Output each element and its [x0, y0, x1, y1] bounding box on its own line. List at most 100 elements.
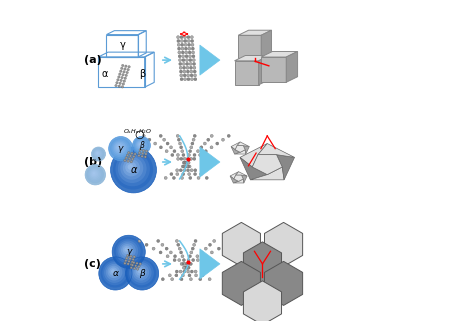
- Circle shape: [193, 66, 196, 69]
- Circle shape: [119, 242, 136, 259]
- Circle shape: [161, 278, 164, 281]
- Text: β: β: [139, 141, 144, 150]
- Circle shape: [120, 79, 122, 82]
- Circle shape: [188, 255, 191, 258]
- Circle shape: [191, 270, 193, 273]
- Circle shape: [178, 51, 181, 54]
- Circle shape: [181, 47, 184, 50]
- Circle shape: [176, 173, 179, 176]
- Circle shape: [190, 157, 192, 160]
- Circle shape: [187, 161, 190, 164]
- Circle shape: [181, 43, 184, 46]
- Circle shape: [121, 244, 133, 257]
- Circle shape: [170, 146, 173, 149]
- Circle shape: [182, 55, 185, 58]
- Circle shape: [121, 64, 124, 67]
- Polygon shape: [250, 167, 284, 180]
- Circle shape: [94, 150, 101, 157]
- Circle shape: [175, 274, 178, 277]
- Circle shape: [132, 258, 135, 260]
- Circle shape: [91, 170, 98, 178]
- Circle shape: [169, 251, 173, 254]
- Circle shape: [178, 47, 181, 50]
- Circle shape: [96, 152, 100, 155]
- Circle shape: [102, 260, 127, 285]
- Circle shape: [177, 243, 180, 246]
- Circle shape: [176, 36, 180, 39]
- Circle shape: [183, 266, 186, 269]
- Circle shape: [182, 274, 184, 277]
- Circle shape: [180, 146, 182, 149]
- Text: $O_\mathregular{x}H_\mathregular{x}$: $O_\mathregular{x}H_\mathregular{x}$: [123, 127, 140, 136]
- Text: β: β: [139, 69, 145, 78]
- Circle shape: [183, 36, 186, 39]
- Circle shape: [116, 239, 140, 264]
- Polygon shape: [241, 175, 247, 183]
- Circle shape: [183, 78, 187, 81]
- Circle shape: [201, 274, 204, 277]
- Circle shape: [138, 155, 140, 157]
- Polygon shape: [240, 157, 267, 180]
- Circle shape: [125, 248, 128, 252]
- Text: α: α: [112, 269, 118, 278]
- Circle shape: [176, 134, 179, 137]
- Circle shape: [106, 264, 122, 281]
- Text: γ: γ: [126, 247, 131, 256]
- Circle shape: [182, 59, 185, 62]
- Circle shape: [109, 267, 118, 276]
- Circle shape: [188, 173, 191, 176]
- Circle shape: [192, 243, 196, 246]
- Circle shape: [191, 40, 194, 42]
- Circle shape: [210, 146, 213, 149]
- Circle shape: [115, 143, 124, 152]
- Circle shape: [173, 176, 175, 179]
- Circle shape: [188, 274, 191, 277]
- Circle shape: [221, 138, 225, 141]
- Circle shape: [187, 270, 190, 273]
- Circle shape: [189, 262, 192, 265]
- Circle shape: [168, 274, 171, 277]
- Circle shape: [192, 55, 195, 58]
- Circle shape: [188, 51, 191, 54]
- Circle shape: [115, 84, 117, 87]
- Circle shape: [136, 267, 145, 276]
- Circle shape: [203, 142, 206, 145]
- Circle shape: [189, 150, 191, 153]
- Circle shape: [186, 169, 190, 172]
- Circle shape: [170, 173, 173, 176]
- Circle shape: [180, 251, 182, 254]
- Polygon shape: [235, 150, 246, 154]
- Circle shape: [111, 269, 115, 273]
- Circle shape: [181, 150, 184, 153]
- Polygon shape: [235, 55, 269, 61]
- Circle shape: [185, 55, 188, 58]
- Circle shape: [133, 261, 135, 264]
- Circle shape: [194, 239, 197, 242]
- Circle shape: [185, 161, 188, 164]
- Polygon shape: [264, 261, 302, 306]
- Polygon shape: [222, 261, 260, 306]
- Circle shape: [93, 148, 103, 159]
- Circle shape: [189, 63, 192, 65]
- Circle shape: [182, 63, 185, 65]
- Circle shape: [190, 146, 193, 149]
- Polygon shape: [236, 172, 247, 176]
- Circle shape: [124, 262, 126, 264]
- Circle shape: [99, 257, 132, 290]
- Circle shape: [192, 138, 195, 141]
- Circle shape: [122, 83, 125, 85]
- Circle shape: [159, 146, 163, 149]
- Circle shape: [136, 139, 146, 151]
- Circle shape: [131, 264, 134, 266]
- Circle shape: [125, 162, 137, 173]
- Circle shape: [180, 157, 183, 160]
- Circle shape: [138, 239, 141, 242]
- Circle shape: [183, 161, 186, 164]
- Circle shape: [193, 157, 196, 160]
- Circle shape: [184, 262, 187, 265]
- Circle shape: [192, 63, 196, 65]
- Text: β: β: [139, 269, 145, 278]
- Circle shape: [138, 142, 143, 147]
- Circle shape: [91, 147, 106, 161]
- Circle shape: [135, 265, 137, 267]
